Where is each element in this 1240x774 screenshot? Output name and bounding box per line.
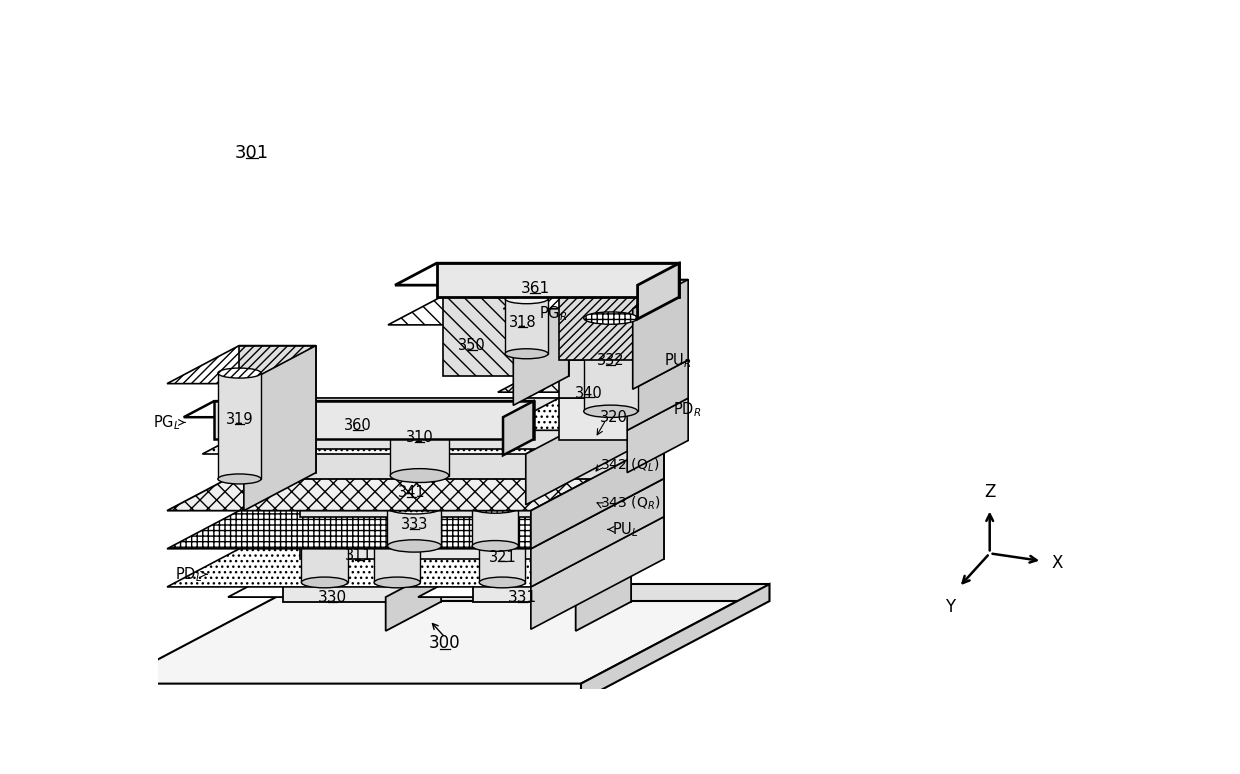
Text: PU$_L$: PU$_L$ [613, 520, 639, 539]
Text: 330: 330 [317, 591, 347, 605]
Polygon shape [637, 263, 680, 319]
Ellipse shape [374, 528, 420, 539]
Polygon shape [559, 398, 688, 440]
Polygon shape [167, 517, 663, 587]
Ellipse shape [479, 577, 526, 587]
Polygon shape [396, 263, 680, 285]
Text: 319: 319 [226, 413, 253, 427]
Polygon shape [167, 478, 663, 549]
Polygon shape [284, 568, 441, 601]
Ellipse shape [218, 368, 260, 378]
Text: 350: 350 [459, 338, 486, 353]
Polygon shape [300, 517, 663, 559]
Polygon shape [497, 360, 688, 392]
Ellipse shape [472, 540, 518, 551]
Ellipse shape [391, 401, 449, 415]
Ellipse shape [391, 468, 449, 482]
Text: Y: Y [945, 598, 955, 616]
Polygon shape [300, 478, 663, 517]
Polygon shape [184, 401, 533, 417]
Polygon shape [386, 568, 441, 631]
Polygon shape [387, 508, 441, 546]
Text: 341: 341 [398, 485, 425, 500]
Polygon shape [112, 584, 770, 683]
Polygon shape [444, 296, 569, 376]
Text: PU$_R$: PU$_R$ [665, 351, 692, 370]
Polygon shape [436, 263, 680, 297]
Polygon shape [300, 440, 663, 478]
Polygon shape [526, 399, 631, 505]
Ellipse shape [584, 312, 637, 324]
Polygon shape [202, 399, 631, 454]
Polygon shape [559, 360, 688, 398]
Text: 333: 333 [401, 517, 428, 533]
Ellipse shape [301, 528, 347, 539]
Polygon shape [503, 279, 688, 309]
Text: 320: 320 [600, 410, 627, 425]
Text: X: X [1052, 553, 1063, 571]
Polygon shape [627, 360, 688, 430]
Text: 321: 321 [489, 550, 516, 564]
Text: 300: 300 [429, 635, 461, 652]
Polygon shape [582, 584, 770, 700]
Polygon shape [559, 279, 688, 360]
Polygon shape [244, 346, 316, 511]
Polygon shape [239, 346, 316, 473]
Ellipse shape [387, 502, 441, 514]
Text: 318: 318 [508, 315, 537, 330]
Ellipse shape [301, 577, 347, 587]
Polygon shape [300, 584, 770, 601]
Polygon shape [531, 517, 663, 629]
Polygon shape [531, 440, 663, 549]
Polygon shape [215, 401, 533, 439]
Polygon shape [584, 318, 637, 411]
Polygon shape [505, 299, 548, 354]
Polygon shape [632, 279, 688, 389]
Polygon shape [531, 478, 663, 587]
Text: 340: 340 [575, 385, 603, 400]
Polygon shape [167, 346, 316, 384]
Polygon shape [479, 533, 526, 583]
Polygon shape [513, 296, 569, 406]
Text: PD$_R$: PD$_R$ [672, 401, 701, 420]
Polygon shape [388, 296, 569, 325]
Text: 301: 301 [234, 144, 269, 162]
Polygon shape [627, 398, 688, 473]
Ellipse shape [584, 405, 637, 417]
Text: PG$_L$: PG$_L$ [153, 413, 181, 432]
Ellipse shape [479, 528, 526, 539]
Ellipse shape [387, 539, 441, 552]
Text: PD$_L$: PD$_L$ [175, 565, 202, 584]
Ellipse shape [472, 502, 518, 513]
Polygon shape [308, 399, 631, 449]
Text: 332: 332 [596, 353, 625, 368]
Ellipse shape [505, 349, 548, 359]
Polygon shape [228, 568, 441, 597]
Ellipse shape [218, 474, 260, 484]
Polygon shape [497, 398, 688, 430]
Ellipse shape [374, 577, 420, 587]
Polygon shape [575, 568, 631, 631]
Polygon shape [418, 568, 631, 597]
Text: 331: 331 [508, 591, 537, 605]
Polygon shape [167, 440, 663, 511]
Text: PG$_R$: PG$_R$ [539, 305, 568, 324]
Text: 361: 361 [521, 281, 549, 296]
Text: 343 (Q$_R$): 343 (Q$_R$) [600, 495, 661, 512]
Polygon shape [374, 533, 420, 583]
Polygon shape [472, 508, 518, 546]
Text: 310: 310 [405, 430, 434, 445]
Text: Z: Z [985, 483, 996, 501]
Polygon shape [503, 401, 533, 455]
Polygon shape [391, 408, 449, 475]
Text: 311: 311 [346, 548, 373, 563]
Polygon shape [218, 373, 260, 479]
Ellipse shape [505, 293, 548, 303]
Text: 360: 360 [343, 418, 372, 433]
Polygon shape [474, 568, 631, 601]
Text: 342 (Q$_L$): 342 (Q$_L$) [600, 456, 660, 474]
Polygon shape [301, 533, 347, 583]
